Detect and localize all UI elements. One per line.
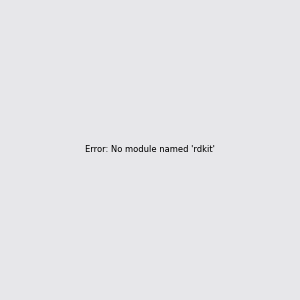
Text: Error: No module named 'rdkit': Error: No module named 'rdkit': [85, 146, 215, 154]
